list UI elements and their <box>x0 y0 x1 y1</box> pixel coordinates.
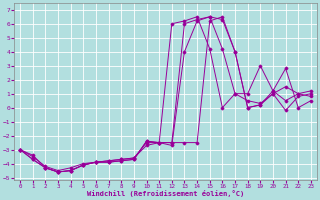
X-axis label: Windchill (Refroidissement éolien,°C): Windchill (Refroidissement éolien,°C) <box>87 190 244 197</box>
